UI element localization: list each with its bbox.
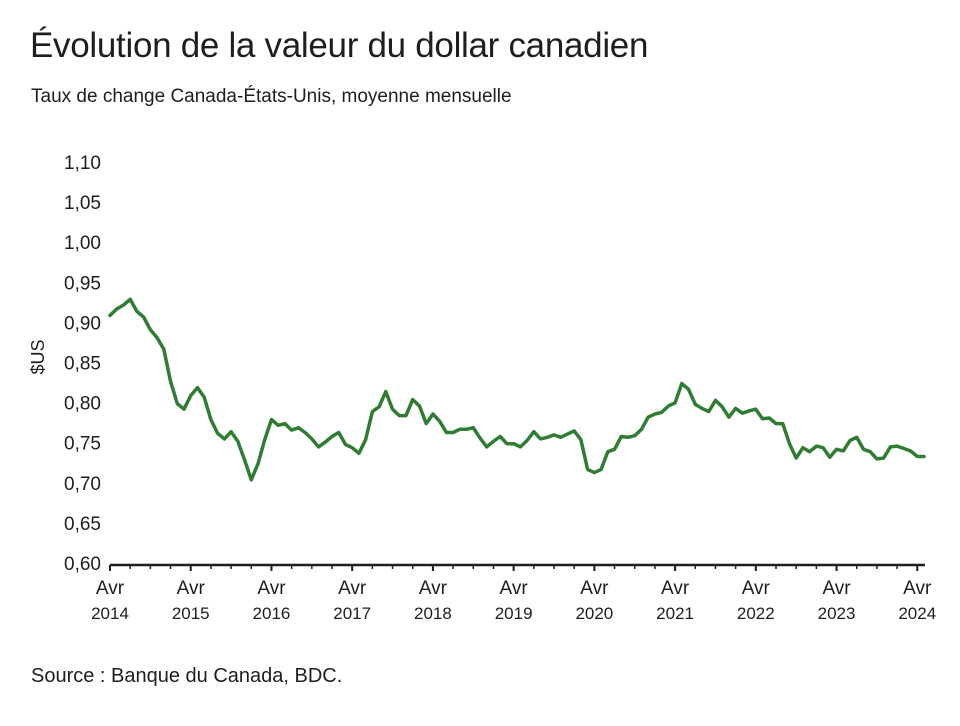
chart-subtitle: Taux de change Canada-États-Unis, moyenn… [31, 86, 512, 107]
x-tick-year: 2014 [91, 604, 129, 623]
x-tick-year: 2018 [414, 604, 452, 623]
y-tick-label: 0,95 [64, 273, 101, 294]
x-axis: Avr 2014 Avr 2015 Avr 2016 Avr 2017 Avr 2018 Avr 20… [91, 563, 936, 623]
y-tick-label: 1,05 [64, 193, 101, 214]
y-tick-label: 0,90 [64, 313, 101, 334]
x-tick-month: Avr [338, 578, 367, 599]
x-tick-month: Avr [822, 578, 851, 599]
y-tick-label: 0,70 [64, 474, 101, 495]
x-tick-month: Avr [903, 578, 932, 599]
x-tick-month: Avr [257, 578, 286, 599]
y-axis: 1,10 1,05 1,00 0,95 0,90 0,85 0,80 0,75 0,70 0,65… [64, 153, 101, 575]
y-tick-label: 0,75 [64, 434, 101, 455]
y-tick-label: 0,80 [64, 394, 101, 415]
x-tick-year: 2020 [575, 604, 613, 623]
y-tick-label: 0,60 [64, 554, 101, 575]
source-note: Source : Banque du Canada, BDC. [31, 665, 343, 687]
x-tick-year: 2016 [253, 604, 291, 623]
chart-title: Évolution de la valeur du dollar canadie… [30, 26, 649, 65]
x-tick-month: Avr [661, 578, 690, 599]
y-tick-label: 0,65 [64, 514, 101, 535]
y-tick-label: 0,85 [64, 354, 101, 375]
x-tick-month: Avr [580, 578, 609, 599]
y-axis-label: $US [28, 339, 48, 374]
series-line [108, 297, 926, 482]
y-tick-label: 1,00 [64, 233, 101, 254]
x-tick-month: Avr [419, 578, 448, 599]
x-tick-year: 2021 [656, 604, 694, 623]
x-tick-year: 2017 [333, 604, 371, 623]
x-tick-month: Avr [742, 578, 771, 599]
x-tick-year: 2015 [172, 604, 210, 623]
x-tick-year: 2023 [818, 604, 856, 623]
x-tick-month: Avr [500, 578, 529, 599]
x-tick-year: 2019 [495, 604, 533, 623]
y-tick-label: 1,10 [64, 153, 101, 174]
x-tick-month: Avr [177, 578, 206, 599]
x-tick-month: Avr [96, 578, 125, 599]
x-tick-year: 2022 [737, 604, 775, 623]
x-tick-year: 2024 [898, 604, 936, 623]
series-group [108, 297, 926, 482]
